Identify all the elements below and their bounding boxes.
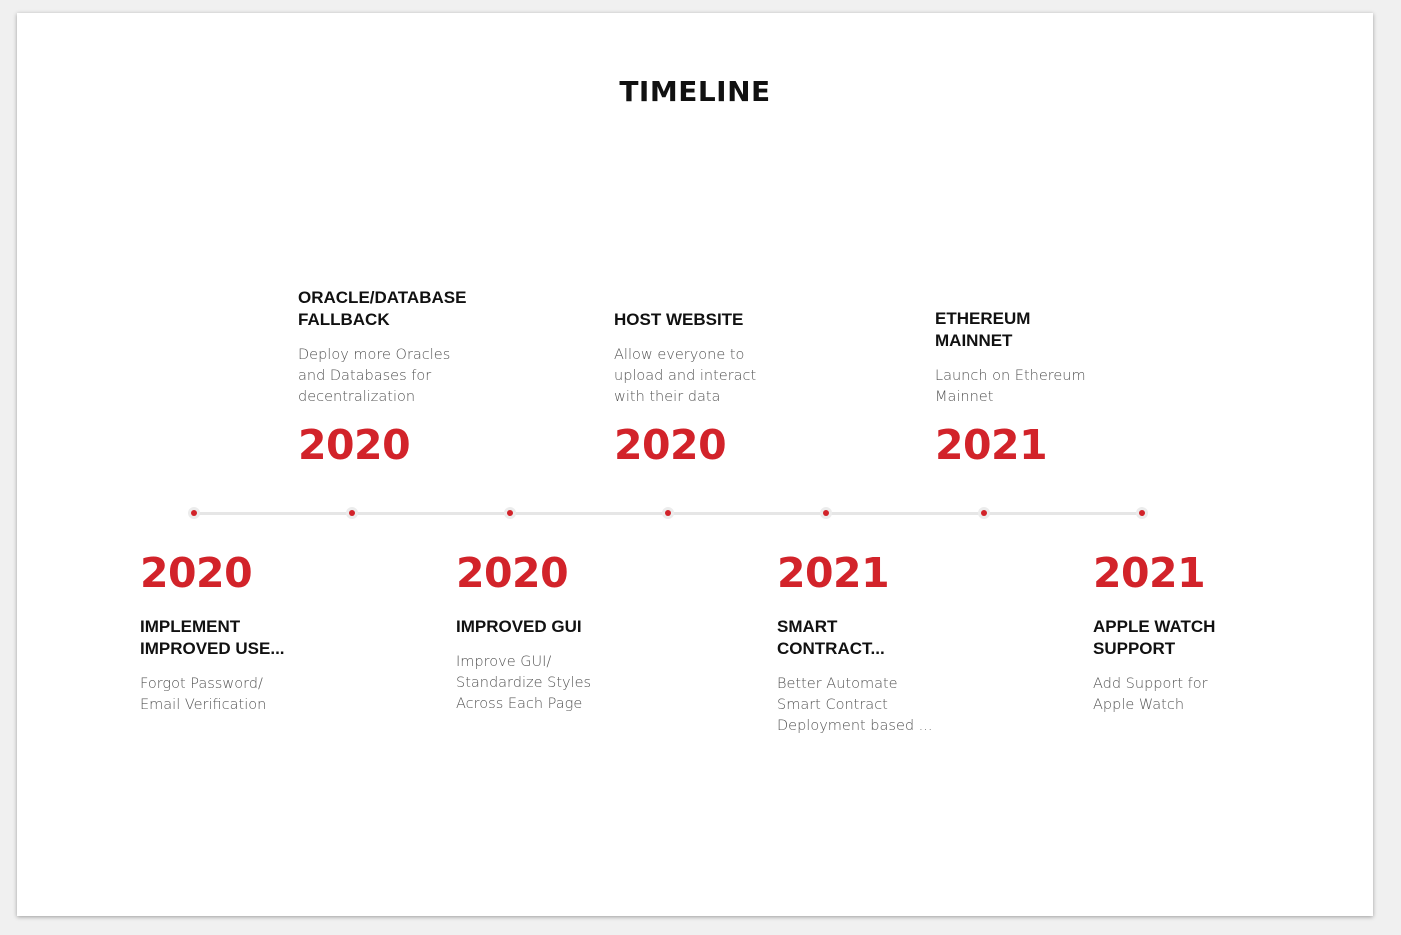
event-heading: ETHEREUM MAINNET	[935, 309, 1031, 350]
milestone-dot-1	[188, 507, 200, 519]
timeline-event-2: ORACLE/DATABASE FALLBACK Deploy more Ora…	[298, 287, 468, 468]
event-heading: IMPROVED GUI	[456, 617, 582, 636]
event-description: Allow everyone to upload and interact wi…	[614, 347, 757, 405]
event-description: Deploy more Oracles and Databases for de…	[298, 347, 451, 405]
event-description: Launch on Ethereum Mainnet	[935, 368, 1086, 405]
milestone-dot-6	[978, 507, 990, 519]
timeline-event-3: 2020 IMPROVED GUI Improve GUI/ Standardi…	[456, 550, 626, 715]
event-heading: ORACLE/DATABASE FALLBACK	[298, 288, 467, 329]
milestone-dot-5	[820, 507, 832, 519]
event-heading: HOST WEBSITE	[614, 310, 744, 329]
event-description: Better Automate Smart Contract Deploymen…	[777, 676, 933, 734]
timeline-event-7: 2021 APPLE WATCH SUPPORT Add Support for…	[1093, 550, 1263, 716]
event-heading: IMPLEMENT IMPROVED USE...	[140, 617, 285, 658]
event-year: 2021	[1093, 549, 1206, 597]
timeline-event-6: ETHEREUM MAINNET Launch on Ethereum Main…	[935, 308, 1105, 468]
event-year: 2021	[777, 549, 890, 597]
page-title: TIMELINE	[619, 75, 771, 108]
timeline-slide: TIMELINE 2020 IMPLEMENT IMPROVED USE... …	[17, 13, 1373, 916]
event-heading: SMART CONTRACT...	[777, 617, 885, 658]
milestone-dot-3	[504, 507, 516, 519]
event-year: 2020	[140, 549, 253, 597]
timeline-event-4: HOST WEBSITE Allow everyone to upload an…	[614, 309, 784, 468]
event-description: Forgot Password/ Email Verification	[140, 676, 267, 713]
event-year: 2020	[456, 549, 569, 597]
milestone-dot-7	[1136, 507, 1148, 519]
event-heading: APPLE WATCH SUPPORT	[1093, 617, 1216, 658]
event-year: 2020	[614, 421, 727, 469]
event-description: Add Support for Apple Watch	[1093, 676, 1208, 713]
milestone-dot-4	[662, 507, 674, 519]
timeline-event-5: 2021 SMART CONTRACT... Better Automate S…	[777, 550, 947, 737]
event-year: 2021	[935, 421, 1048, 469]
milestone-dot-2	[346, 507, 358, 519]
timeline-event-1: 2020 IMPLEMENT IMPROVED USE... Forgot Pa…	[140, 550, 310, 716]
event-description: Improve GUI/ Standardize Styles Across E…	[456, 654, 592, 712]
event-year: 2020	[298, 421, 411, 469]
